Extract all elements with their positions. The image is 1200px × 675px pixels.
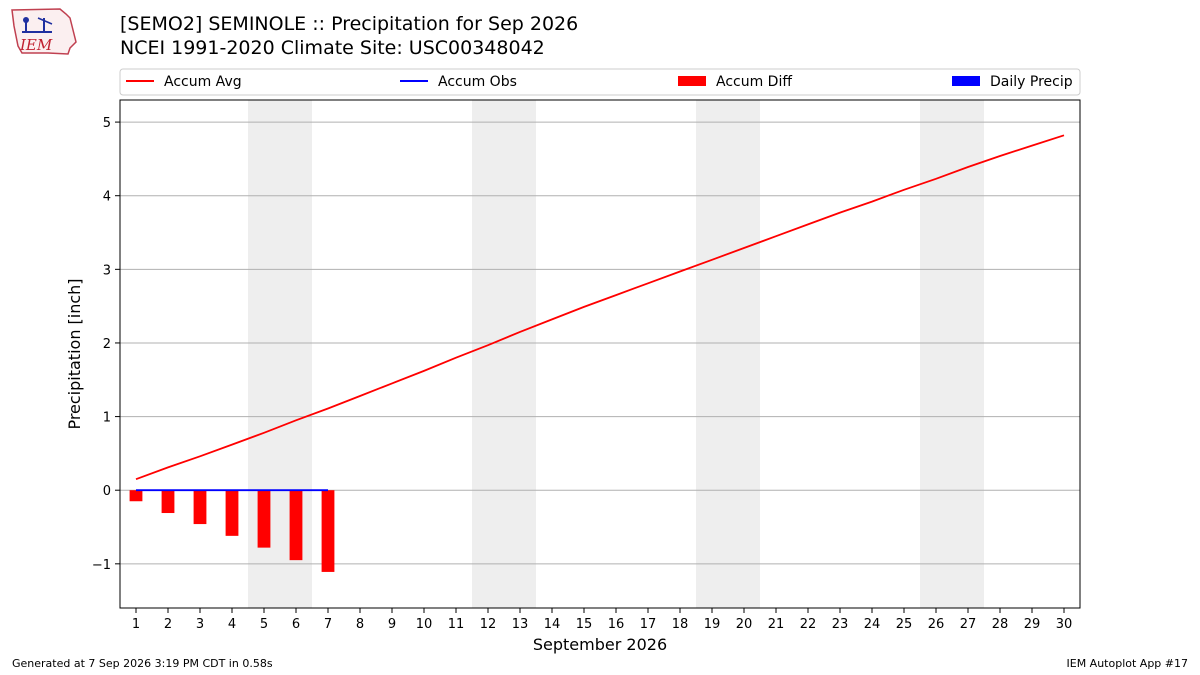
- x-tick-label: 22: [800, 617, 817, 632]
- x-tick-label: 6: [292, 617, 300, 632]
- iem-logo: IEM: [8, 6, 80, 58]
- logo-text: IEM: [19, 36, 53, 54]
- x-tick-label: 18: [672, 617, 689, 632]
- x-tick-label: 20: [736, 617, 753, 632]
- accum-avg-line: [135, 134, 1065, 481]
- x-axis-label: September 2026: [533, 635, 667, 654]
- x-tick-label: 28: [992, 617, 1009, 632]
- y-tick-label: 5: [103, 116, 111, 131]
- accum-diff-bar: [257, 490, 271, 548]
- x-tick-label: 10: [416, 617, 433, 632]
- weekend-shade: [472, 100, 536, 608]
- x-tick-label: 26: [928, 617, 945, 632]
- chart-title: [SEMO2] SEMINOLE :: Precipitation for Se…: [120, 12, 578, 60]
- accum-diff-bar: [129, 490, 143, 502]
- legend-box: [119, 68, 1081, 96]
- x-tick-label: 15: [576, 617, 593, 632]
- y-tick-label: 1: [103, 411, 111, 426]
- y-tick-label: 3: [103, 263, 111, 278]
- x-tick-label: 9: [388, 617, 396, 632]
- legend-label: Accum Diff: [716, 74, 792, 90]
- x-tick-label: 19: [704, 617, 721, 632]
- accum-diff-bar: [161, 490, 175, 514]
- x-tick-label: 1: [132, 617, 140, 632]
- x-tick-label: 30: [1056, 617, 1073, 632]
- x-tick-label: 8: [356, 617, 364, 632]
- x-tick-label: 29: [1024, 617, 1041, 632]
- x-tick-label: 13: [512, 617, 529, 632]
- weekend-shade: [696, 100, 760, 608]
- x-tick-label: 16: [608, 617, 625, 632]
- x-tick-label: 17: [640, 617, 657, 632]
- accum-diff-bar: [193, 490, 207, 525]
- y-tick-label: 4: [103, 190, 111, 205]
- app-label: IEM Autoplot App #17: [1066, 657, 1189, 670]
- x-tick-label: 3: [196, 617, 204, 632]
- legend: Accum Avg Accum Obs Accum Diff Daily Precip: [119, 68, 1081, 96]
- legend-label: Accum Obs: [438, 74, 517, 90]
- x-tick-label: 5: [260, 617, 268, 632]
- y-axis-label: Precipitation [inch]: [65, 278, 84, 429]
- legend-swatch-bar: [952, 76, 980, 86]
- y-tick-label: 0: [103, 484, 111, 499]
- title-line-2: NCEI 1991-2020 Climate Site: USC00348042: [120, 37, 545, 59]
- title-line-1: [SEMO2] SEMINOLE :: Precipitation for Se…: [120, 13, 579, 35]
- x-tick-label: 23: [832, 617, 849, 632]
- x-tick-label: 4: [228, 617, 236, 632]
- generated-note: Generated at 7 Sep 2026 3:19 PM CDT in 0…: [12, 657, 273, 670]
- legend-swatch-bar: [678, 76, 706, 86]
- x-tick-label: 14: [544, 617, 561, 632]
- accum-diff-bar: [225, 490, 239, 536]
- x-tick-label: 27: [960, 617, 977, 632]
- legend-label: Accum Avg: [164, 74, 242, 90]
- x-tick-label: 25: [896, 617, 913, 632]
- x-tick-label: 11: [448, 617, 465, 632]
- x-tick-label: 7: [324, 617, 332, 632]
- y-tick-label: −1: [92, 558, 111, 573]
- x-tick-label: 24: [864, 617, 881, 632]
- x-tick-label: 2: [164, 617, 172, 632]
- plot-frame: [119, 99, 1081, 609]
- x-tick-label: 12: [480, 617, 497, 632]
- legend-label: Daily Precip: [990, 74, 1073, 90]
- accum-diff-bar: [289, 490, 303, 561]
- y-tick-label: 2: [103, 337, 111, 352]
- accum-diff-bar: [321, 490, 335, 572]
- weekend-shade: [920, 100, 984, 608]
- x-tick-label: 21: [768, 617, 785, 632]
